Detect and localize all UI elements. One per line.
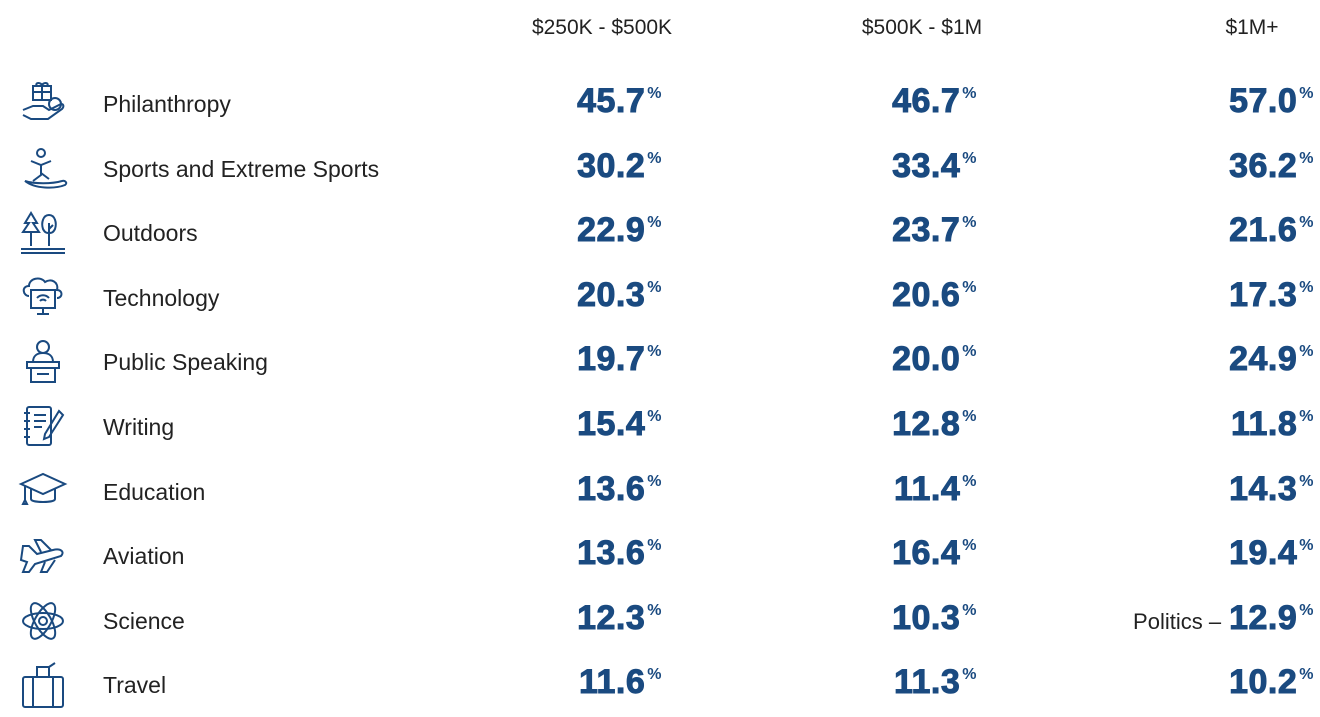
row-icon xyxy=(26,340,60,384)
cell-value: 46.7% xyxy=(892,82,977,121)
cell-note: Politics – xyxy=(1133,608,1222,634)
table-row: Travel 11.6% 11.3% 10.2% xyxy=(0,653,1320,717)
table-row: Writing 15.4% 12.8% 11.8% xyxy=(0,395,1320,459)
table-row: Technology 20.3% 20.6% 17.3% xyxy=(0,266,1320,330)
cell-value: 10.2% xyxy=(1229,663,1314,702)
cell-value: 20.6% xyxy=(892,275,977,314)
cell-value: 20.3% xyxy=(577,275,662,314)
row-icon xyxy=(22,602,64,640)
row-icon xyxy=(22,277,63,315)
row-icon xyxy=(18,472,68,505)
cell-value: 11.6% xyxy=(578,663,662,702)
column-header: $250K - $500K xyxy=(531,16,673,39)
row-icon xyxy=(22,662,64,709)
cell-value: 14.3% xyxy=(1229,469,1314,508)
cell-value: 21.6% xyxy=(1229,211,1314,250)
column-header: $1M+ xyxy=(1225,16,1279,39)
row-icon xyxy=(21,211,65,255)
cell-value: 10.3% xyxy=(892,598,977,637)
cell-number: 12.9% xyxy=(1229,598,1314,637)
row-label: Philanthropy xyxy=(103,91,231,117)
table-row: Outdoors 22.9% 23.7% 21.6% xyxy=(0,201,1320,265)
cell-value: 11.8% xyxy=(1230,405,1314,444)
cell-value: 15.4% xyxy=(577,405,662,444)
cell-value: 57.0% xyxy=(1229,82,1314,121)
table-row: Science 12.3% 10.3% Politics – 12.9% xyxy=(0,589,1320,653)
cell-value: 33.4% xyxy=(892,146,977,185)
table-row: Philanthropy 45.7% 46.7% 57.0% xyxy=(0,72,1320,136)
cell-value: 17.3% xyxy=(1229,275,1314,314)
cell-value: 12.3% xyxy=(577,598,662,637)
row-label: Technology xyxy=(103,284,220,311)
row-label: Science xyxy=(103,607,185,634)
row-icon xyxy=(22,82,65,120)
row-label: Travel xyxy=(103,672,167,699)
cell-value: Politics – 12.9% xyxy=(1133,598,1314,638)
row-label: Education xyxy=(103,478,206,505)
table-row: Aviation 13.6% 16.4% 19.4% xyxy=(0,524,1320,588)
cell-value: 13.6% xyxy=(577,534,662,573)
cell-value: 13.6% xyxy=(577,469,662,508)
cell-value: 24.9% xyxy=(1229,340,1314,379)
row-icon xyxy=(19,539,64,574)
row-icon xyxy=(24,147,68,189)
cell-value: 23.7% xyxy=(892,211,977,250)
table-row: Education 13.6% 11.4% 14.3% xyxy=(0,460,1320,524)
cell-value: 30.2% xyxy=(577,146,662,185)
row-icon xyxy=(24,406,65,446)
cell-value: 19.7% xyxy=(577,340,662,379)
cell-value: 45.7% xyxy=(577,82,662,121)
row-label: Public Speaking xyxy=(103,349,268,376)
table-row: Public Speaking 19.7% 20.0% 24.9% xyxy=(0,330,1320,394)
column-header: $500K - $1M xyxy=(861,16,983,39)
cell-value: 11.4% xyxy=(893,469,977,508)
cell-value: 12.8% xyxy=(892,405,977,444)
row-label: Aviation xyxy=(103,543,185,570)
row-label: Sports and Extreme Sports xyxy=(103,155,380,182)
table-row: Sports and Extreme Sports 30.2% 33.4% 36.2% xyxy=(0,137,1320,201)
row-label: Writing xyxy=(103,414,175,440)
row-label: Outdoors xyxy=(103,220,198,247)
cell-value: 36.2% xyxy=(1229,146,1314,185)
cell-value: 11.3% xyxy=(893,663,977,702)
cell-value: 16.4% xyxy=(892,534,977,573)
cell-value: 19.4% xyxy=(1229,534,1314,573)
cell-value: 20.0% xyxy=(892,340,977,379)
cell-value: 22.9% xyxy=(577,211,662,250)
